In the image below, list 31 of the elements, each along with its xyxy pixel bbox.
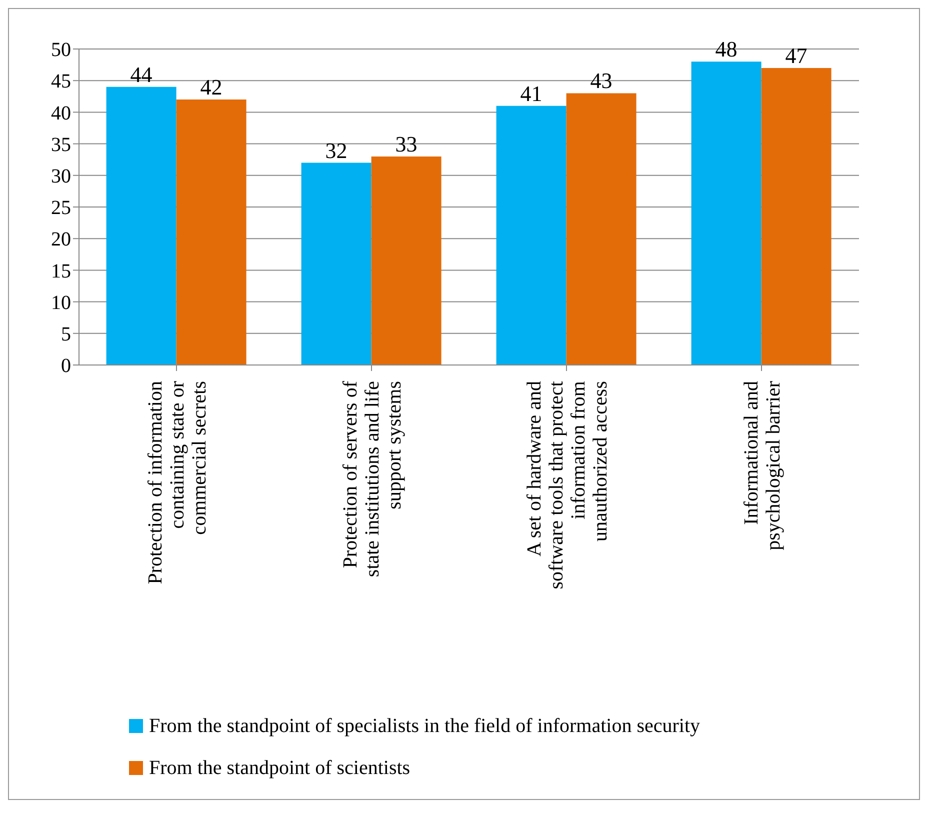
bar	[106, 86, 176, 365]
data-label: 47	[785, 42, 808, 68]
bar	[566, 93, 636, 365]
bar	[496, 106, 566, 365]
y-tick-label: 50	[51, 39, 71, 62]
y-tick-label: 45	[51, 70, 71, 93]
bar	[691, 62, 762, 365]
y-tick-label: 15	[51, 260, 71, 282]
data-label: 41	[520, 80, 542, 106]
data-label: 33	[395, 131, 418, 156]
data-label: 43	[590, 68, 612, 94]
y-tick-label: 0	[61, 355, 71, 378]
y-tick-label: 10	[51, 292, 71, 314]
x-tick-label: Protection of servers of state institutions and life support systems	[340, 380, 406, 578]
y-tick-label: 25	[51, 197, 71, 220]
y-tick-label: 35	[51, 134, 71, 156]
bar	[761, 68, 832, 365]
legend-label: From the standpoint of scientists	[149, 756, 410, 780]
bar	[371, 156, 442, 365]
legend-label: From the standpoint of specialists in the field of information security	[149, 714, 700, 738]
y-tick-label: 30	[51, 166, 71, 188]
y-tick-label: 5	[61, 324, 71, 346]
data-label: 32	[325, 138, 348, 163]
data-label: 42	[200, 74, 222, 100]
data-label: 48	[715, 36, 738, 62]
x-tick-label: Protection of information containing state or commercial secrets	[144, 380, 210, 584]
bar	[176, 100, 246, 365]
y-tick-label: 20	[51, 228, 71, 251]
bar	[301, 162, 372, 365]
data-label: 44	[130, 62, 152, 87]
y-tick-label: 40	[51, 102, 71, 124]
